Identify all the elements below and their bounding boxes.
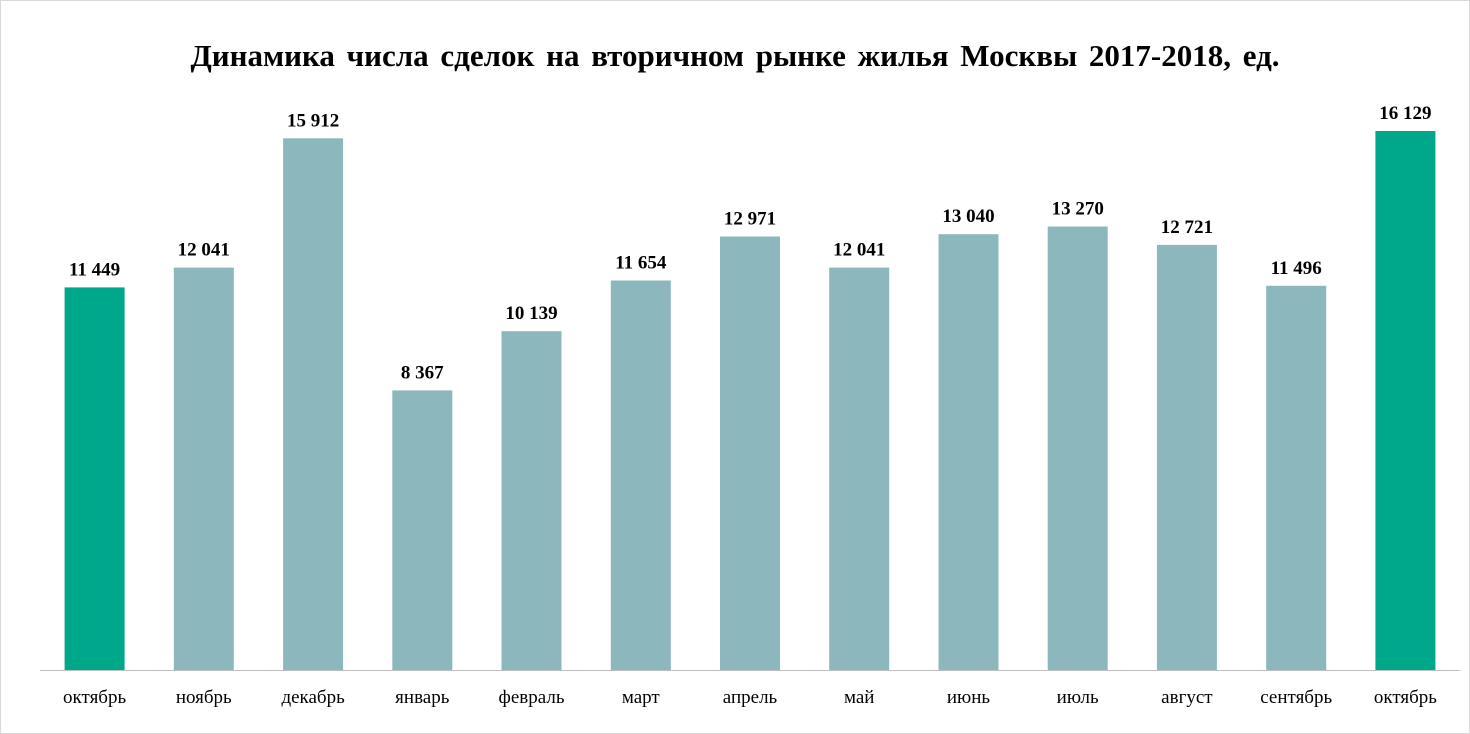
data-label-1: 12 041 xyxy=(178,240,230,261)
data-label-10: 12 721 xyxy=(1161,217,1213,238)
x-tick-label-8: июнь xyxy=(947,687,991,708)
bar-5 xyxy=(610,280,671,670)
bar-11 xyxy=(1266,285,1327,670)
x-tick-label-12: октябрь xyxy=(1374,687,1437,708)
bar-9 xyxy=(1047,226,1108,670)
bar-7 xyxy=(829,267,890,670)
chart-title: Динамика числа сделок на вторичном рынке… xyxy=(190,38,1280,73)
data-label-0: 11 449 xyxy=(69,259,120,280)
data-label-5: 11 654 xyxy=(615,253,667,274)
bar-4 xyxy=(501,331,562,670)
bar-0 xyxy=(64,287,125,670)
data-label-8: 13 040 xyxy=(942,206,994,227)
data-label-2: 15 912 xyxy=(287,110,339,131)
x-tick-label-5: март xyxy=(622,687,661,708)
x-tick-label-9: июль xyxy=(1057,687,1099,708)
data-label-4: 10 139 xyxy=(505,303,557,324)
x-tick-label-7: май xyxy=(844,687,875,708)
x-tick-label-11: сентябрь xyxy=(1260,687,1332,708)
data-label-11: 11 496 xyxy=(1271,258,1322,279)
bar-2 xyxy=(283,138,344,671)
data-label-9: 13 270 xyxy=(1052,199,1104,220)
x-tick-label-3: январь xyxy=(395,687,450,708)
x-tick-label-4: февраль xyxy=(499,687,565,708)
data-label-3: 8 367 xyxy=(401,362,444,383)
x-tick-label-0: октябрь xyxy=(63,687,126,708)
x-tick-label-10: август xyxy=(1161,687,1213,708)
x-tick-label-1: ноябрь xyxy=(176,687,232,708)
bar-3 xyxy=(392,390,453,670)
x-tick-label-2: декабрь xyxy=(281,687,345,708)
x-tick-label-6: апрель xyxy=(723,687,778,708)
bar-1 xyxy=(173,267,234,670)
data-label-7: 12 041 xyxy=(833,240,885,261)
bar-10 xyxy=(1156,244,1217,670)
bar-8 xyxy=(938,234,999,670)
data-label-12: 16 129 xyxy=(1379,103,1431,124)
data-label-6: 12 971 xyxy=(724,209,776,230)
bar-12 xyxy=(1375,131,1436,670)
bar-6 xyxy=(720,236,780,670)
